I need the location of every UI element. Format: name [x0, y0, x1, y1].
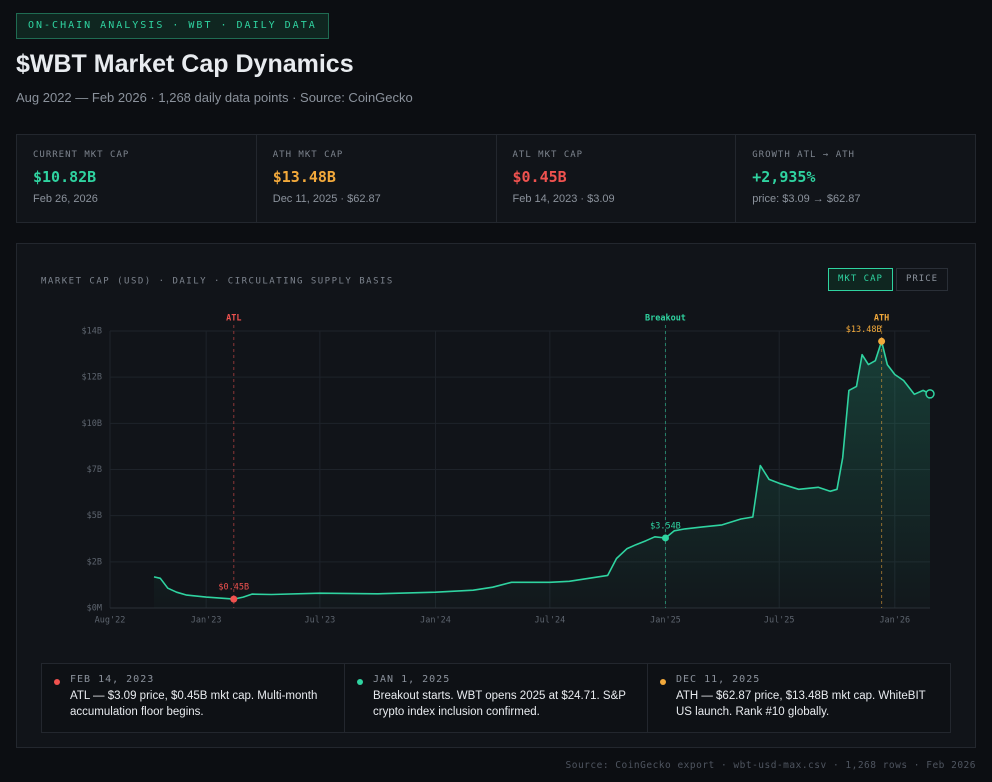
note-date: DEC 11, 2025	[676, 674, 761, 685]
stat-label: ATH MKT CAP	[272, 150, 344, 160]
stat-label: ATL MKT CAP	[512, 150, 584, 160]
stat-note: Feb 14, 2023 · $3.09	[512, 193, 615, 205]
event-point	[878, 337, 886, 345]
chart-panel: MARKET CAP (USD) · DAILY · CIRCULATING S…	[16, 243, 976, 748]
note-card: JAN 1, 2025 Breakout starts. WBT opens 20…	[345, 664, 648, 732]
stat-value: +2,935%	[752, 168, 816, 186]
x-tick-label: Jan'25	[650, 616, 681, 626]
note-dot	[357, 679, 363, 685]
chart: MARKET CAP (USD) · DAILY · CIRCULATING S…	[41, 277, 935, 626]
event-point	[661, 534, 669, 542]
event-label: ATL	[226, 314, 241, 324]
note-card: FEB 14, 2023 ATL — $3.09 price, $0.45B mk…	[42, 664, 345, 732]
stat-note: price: $3.09 → $62.87	[752, 193, 861, 205]
event-point	[230, 595, 238, 603]
notes: FEB 14, 2023 ATL — $3.09 price, $0.45B mk…	[41, 663, 951, 733]
note-card: DEC 11, 2025 ATH — $62.87 price, $13.48B …	[648, 664, 950, 732]
note-date: FEB 14, 2023	[70, 674, 155, 685]
y-tick-label: $2B	[87, 557, 102, 567]
x-tick-label: Jul'24	[534, 616, 565, 626]
stat-label: CURRENT MKT CAP	[33, 150, 130, 160]
note-dot	[660, 679, 666, 685]
footer: Source: CoinGecko export · wbt-usd-max.c…	[565, 760, 976, 771]
toggle-button[interactable]: MKT CAP	[828, 268, 893, 291]
stat-label: GROWTH ATL → ATH	[752, 150, 855, 160]
toggle-button[interactable]: PRICE	[895, 268, 949, 291]
area	[153, 341, 930, 608]
stat-note: Feb 26, 2026	[33, 193, 98, 205]
stat-value: $13.48B	[272, 168, 336, 186]
stats-row: CURRENT MKT CAP $10.82B Feb 26, 2026 ATH MK…	[16, 134, 976, 223]
note-date: JAN 1, 2025	[373, 674, 451, 685]
y-tick-label: $5B	[87, 511, 102, 521]
note-text: ATL — $3.09 price, $0.45B mkt cap. Multi…	[70, 690, 318, 718]
stat-card: GROWTH ATL → ATH +2,935% price: $3.09 → $6…	[736, 135, 975, 222]
x-tick-label: Jan'26	[879, 616, 910, 626]
event-label: Breakout	[645, 314, 686, 324]
event-value-label: $3.54B	[650, 521, 681, 531]
note-text: ATH — $62.87 price, $13.48B mkt cap. Whi…	[676, 690, 926, 718]
x-tick-label: Jan'23	[191, 616, 222, 626]
stat-card: ATH MKT CAP $13.48B Dec 11, 2025 · $62.87	[257, 135, 497, 222]
page-title: $WBT Market Cap Dynamics	[16, 50, 354, 78]
x-tick-label: Jul'23	[305, 616, 336, 626]
y-tick-label: $14B	[82, 327, 102, 337]
toggle: MKT CAP PRICE	[828, 268, 949, 291]
stat-card: CURRENT MKT CAP $10.82B Feb 26, 2026	[17, 135, 257, 222]
stat-note: Dec 11, 2025 · $62.87	[272, 193, 381, 205]
x-tick-label: Jul'25	[764, 616, 795, 626]
y-tick-label: $10B	[82, 419, 102, 429]
chart-subtitle: MARKET CAP (USD) · DAILY · CIRCULATING S…	[41, 277, 394, 287]
page-subtitle: Aug 2022 — Feb 2026 · 1,268 daily data p…	[16, 90, 413, 105]
y-tick-label: $12B	[82, 373, 102, 383]
badge: ON-CHAIN ANALYSIS · WBT · DAILY DATA	[16, 13, 329, 39]
event-value-label: $13.48B	[846, 325, 882, 335]
note-text: Breakout starts. WBT opens 2025 at $24.7…	[373, 690, 626, 718]
last-point	[925, 389, 935, 399]
event-label: ATH	[874, 314, 889, 324]
x-tick-label: Aug'22	[95, 616, 126, 626]
event-value-label: $0.45B	[218, 583, 249, 593]
stat-card: ATL MKT CAP $0.45B Feb 14, 2023 · $3.09	[497, 135, 737, 222]
note-dot	[54, 679, 60, 685]
x-tick-label: Jan'24	[420, 616, 451, 626]
stat-value: $0.45B	[512, 168, 567, 186]
stat-value: $10.82B	[33, 168, 97, 186]
y-tick-label: $7B	[87, 465, 102, 475]
y-tick-label: $0M	[87, 604, 102, 614]
